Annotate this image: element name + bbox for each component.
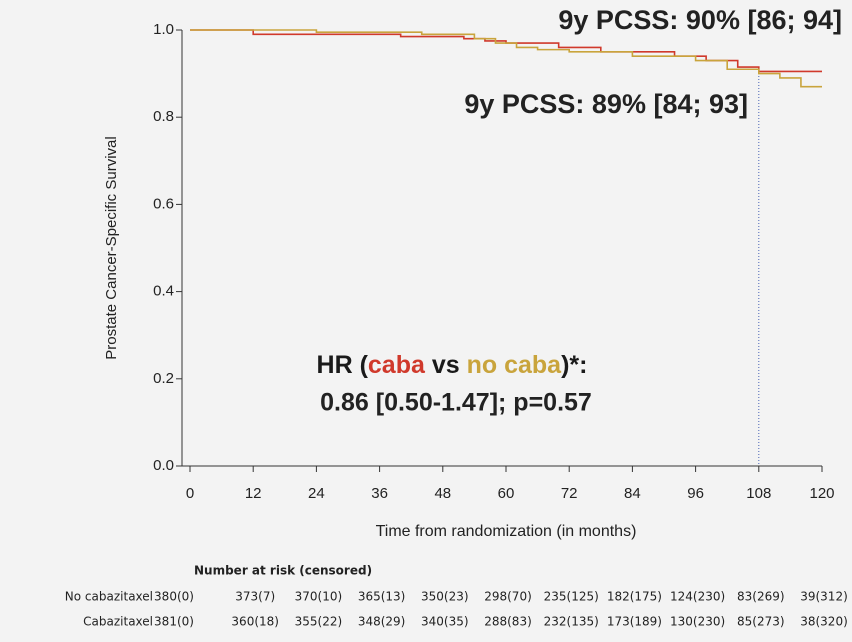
- hr-text-segment: caba: [368, 351, 426, 379]
- y-tick-label: 0.2: [153, 370, 174, 387]
- risk-cell: 360(18): [231, 615, 279, 629]
- risk-cell: 288(83): [484, 615, 532, 629]
- x-tick-label: 0: [186, 485, 194, 502]
- risk-cell: 380(0): [154, 590, 194, 604]
- risk-cell: 38(320): [800, 615, 848, 629]
- risk-cell: 83(269): [737, 590, 785, 604]
- risk-cell: 85(273): [737, 615, 785, 629]
- hr-text-segment: vs: [425, 351, 467, 379]
- risk-row-label: No cabazitaxel: [65, 590, 153, 604]
- hr-text: HR (caba vs no caba)*:: [317, 351, 588, 379]
- x-tick-label: 24: [308, 485, 325, 502]
- risk-table-title: Number at risk (censored): [194, 564, 372, 578]
- risk-cell: 348(29): [358, 615, 406, 629]
- hr-text-segment: HR (: [317, 351, 369, 379]
- risk-cell: 350(23): [421, 590, 469, 604]
- survival-curve: [190, 29, 822, 88]
- x-axis-label: Time from randomization (in months): [376, 523, 637, 540]
- x-tick-label: 60: [498, 485, 515, 502]
- annotation: 9y PCSS: 90% [86; 94]: [558, 5, 842, 35]
- x-tick-label: 108: [746, 485, 771, 502]
- annotation: 9y PCSS: 89% [84; 93]: [464, 89, 748, 119]
- hr-text-segment: )*:: [561, 351, 587, 379]
- y-tick-label: 0.6: [153, 195, 174, 212]
- risk-cell: 232(135): [544, 615, 599, 629]
- y-tick-label: 0.4: [153, 283, 174, 300]
- risk-cell: 39(312): [800, 590, 848, 604]
- survival-curve: [190, 29, 822, 73]
- risk-cell: 373(7): [235, 590, 275, 604]
- x-tick-label: 12: [245, 485, 262, 502]
- risk-row-label: Cabazitaxel: [83, 615, 153, 629]
- x-tick-label: 48: [434, 485, 451, 502]
- y-tick-label: 0.0: [153, 457, 174, 474]
- x-tick-label: 84: [624, 485, 641, 502]
- risk-cell: 355(22): [295, 615, 343, 629]
- risk-cell: 130(230): [670, 615, 725, 629]
- risk-cell: 182(175): [607, 590, 662, 604]
- risk-cell: 370(10): [295, 590, 343, 604]
- risk-cell: 365(13): [358, 590, 406, 604]
- y-axis-label: Prostate Cancer-Specific Survival: [103, 136, 120, 359]
- x-tick-label: 120: [809, 485, 834, 502]
- risk-cell: 340(35): [421, 615, 469, 629]
- y-tick-label: 0.8: [153, 108, 174, 125]
- x-tick-label: 36: [371, 485, 388, 502]
- y-tick-label: 1.0: [153, 21, 174, 38]
- x-tick-label: 96: [687, 485, 704, 502]
- risk-cell: 124(230): [670, 590, 725, 604]
- risk-cell: 173(189): [607, 615, 662, 629]
- hr-value: 0.86 [0.50-1.47]; p=0.57: [320, 389, 592, 417]
- risk-cell: 298(70): [484, 590, 532, 604]
- hr-text-segment: no caba: [467, 351, 563, 379]
- risk-cell: 381(0): [154, 615, 194, 629]
- risk-cell: 235(125): [544, 590, 599, 604]
- x-tick-label: 72: [561, 485, 578, 502]
